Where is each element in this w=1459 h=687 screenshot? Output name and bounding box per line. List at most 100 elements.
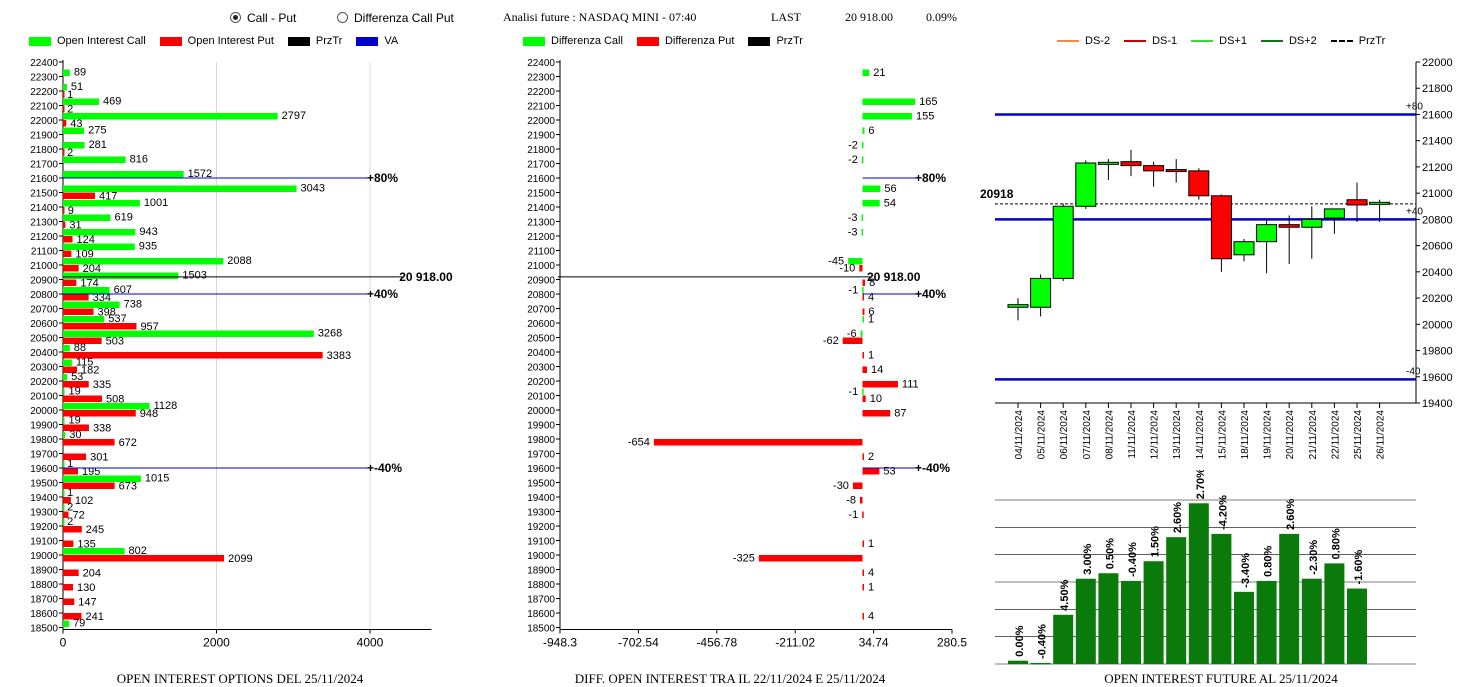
- y-tick-label: 19000: [30, 551, 58, 562]
- put-value-label: 174: [80, 278, 98, 290]
- date-tick-label: 15/11/2024: [1217, 410, 1228, 460]
- put-bar: [63, 323, 137, 330]
- call-bar: [63, 113, 278, 120]
- diff-call-value-label: 54: [884, 198, 896, 210]
- y-tick-label: 18500: [30, 624, 58, 635]
- price-tick-label: 21400: [1422, 136, 1453, 148]
- price-label: 20918: [980, 187, 1014, 201]
- diff-put-bar: [862, 395, 866, 402]
- y-tick-label: 20500: [30, 334, 58, 345]
- call-value-label: 281: [89, 139, 107, 151]
- call-bar: [63, 475, 141, 482]
- call-value-label: 935: [139, 241, 157, 253]
- call-bar: [63, 504, 65, 511]
- diff-put-value-label: 14: [871, 364, 883, 376]
- x-tick-label: 280.5: [937, 636, 967, 650]
- put-bar: [63, 482, 115, 489]
- candle-body: [1188, 170, 1210, 197]
- call-bar: [63, 69, 70, 76]
- put-value-label: 2: [67, 147, 73, 159]
- oi-future-label: -0.40%: [1127, 542, 1139, 577]
- call-bar: [63, 359, 72, 366]
- right-legend: DS-2 DS-1 DS+1 DS+2 PrzTr: [1057, 35, 1399, 47]
- put-bar: [63, 526, 82, 533]
- y-tick-label: 21700: [527, 160, 555, 171]
- diff-put-bar: [862, 294, 865, 301]
- oi-future-label: 3.00%: [1082, 543, 1094, 574]
- put-bar: [63, 265, 79, 272]
- y-tick-label: 20800: [30, 290, 58, 301]
- oi-future-label: -0.40%: [1037, 624, 1049, 659]
- call-bar: [63, 519, 65, 526]
- call-bar: [63, 620, 70, 627]
- put-bar: [63, 279, 77, 286]
- legend-label: DS-1: [1152, 35, 1178, 47]
- diff-call-value-label: -2: [848, 140, 858, 152]
- diff-put-bar: [862, 511, 864, 518]
- oi-future-label: -2.30%: [1308, 540, 1320, 575]
- call-value-label: 115: [76, 357, 94, 369]
- x-tick-label: -702.54: [618, 636, 659, 650]
- radio-off-icon: [337, 12, 348, 23]
- diff-put-bar: [862, 352, 865, 359]
- y-tick-label: 21400: [30, 203, 58, 214]
- put-bar: [63, 352, 323, 359]
- oi-future-bar: [1121, 580, 1141, 664]
- date-tick-label: 04/11/2024: [1014, 410, 1025, 460]
- date-tick-label: 20/11/2024: [1285, 410, 1296, 460]
- radio-call-put[interactable]: Call - Put: [230, 11, 296, 25]
- oi-future-bar: [1098, 573, 1119, 664]
- legend-label: Differenza Put: [664, 35, 735, 47]
- oi-future-bar: [1075, 578, 1096, 664]
- call-value-label: 3043: [301, 183, 325, 195]
- diff-put-bar: [842, 337, 863, 344]
- date-tick-label: 21/11/2024: [1308, 410, 1319, 460]
- legend-swatch: [29, 36, 51, 46]
- diff-put-value-label: -30: [833, 480, 849, 492]
- y-tick-label: 18800: [30, 580, 58, 591]
- price-tick-label: 20000: [1422, 319, 1453, 331]
- oi-future-label: 1.50%: [1150, 526, 1162, 557]
- diff-call-value-label: -1: [848, 285, 858, 297]
- y-tick-label: 20900: [30, 276, 58, 287]
- candle-body: [1323, 208, 1345, 219]
- put-bar: [63, 555, 225, 562]
- diff-call-value-label: 56: [884, 183, 896, 195]
- y-tick-label: 19100: [30, 537, 58, 548]
- diff-put-value-label: -10: [839, 263, 855, 275]
- call-bar: [63, 156, 126, 163]
- y-tick-label: 22200: [30, 87, 58, 98]
- legend-label: DS-2: [1085, 35, 1111, 47]
- oi-future-label: 0.80%: [1263, 545, 1275, 576]
- call-bar: [63, 388, 65, 395]
- put-value-label: 672: [119, 437, 137, 449]
- call-value-label: 89: [74, 67, 86, 79]
- call-value-label: 275: [88, 125, 106, 137]
- y-tick-label: 22000: [30, 116, 58, 127]
- radio-differenza[interactable]: Differenza Call Put: [337, 11, 454, 25]
- call-bar: [63, 461, 65, 468]
- header-title: Analisi future : NASDAQ MINI - 07:40: [503, 10, 697, 24]
- put-value-label: 124: [77, 234, 95, 246]
- diff-put-value-label: -1: [848, 509, 858, 521]
- call-bar: [63, 243, 135, 250]
- put-value-label: 195: [82, 466, 100, 478]
- call-value-label: 3268: [318, 328, 342, 340]
- oi-future-bar: [1008, 660, 1028, 664]
- y-tick-label: 19500: [527, 479, 555, 490]
- y-tick-label: 22100: [527, 102, 555, 113]
- oi-future-bar: [1301, 578, 1322, 664]
- diff-call-bar: [862, 69, 870, 76]
- call-bar: [63, 432, 66, 439]
- price-tick-label: 21200: [1422, 162, 1453, 174]
- put-bar: [63, 497, 71, 504]
- diff-put-value-label: -62: [823, 335, 839, 347]
- legend-label: DS+1: [1219, 35, 1247, 47]
- legend-swatch: [287, 36, 310, 46]
- date-tick-label: 05/11/2024: [1037, 410, 1048, 460]
- legend-item: PrzTr: [748, 35, 803, 47]
- put-value-label: 182: [81, 365, 99, 377]
- call-value-label: 943: [139, 226, 157, 238]
- put-value-label: 147: [78, 597, 96, 609]
- legend-swatch: [636, 36, 659, 46]
